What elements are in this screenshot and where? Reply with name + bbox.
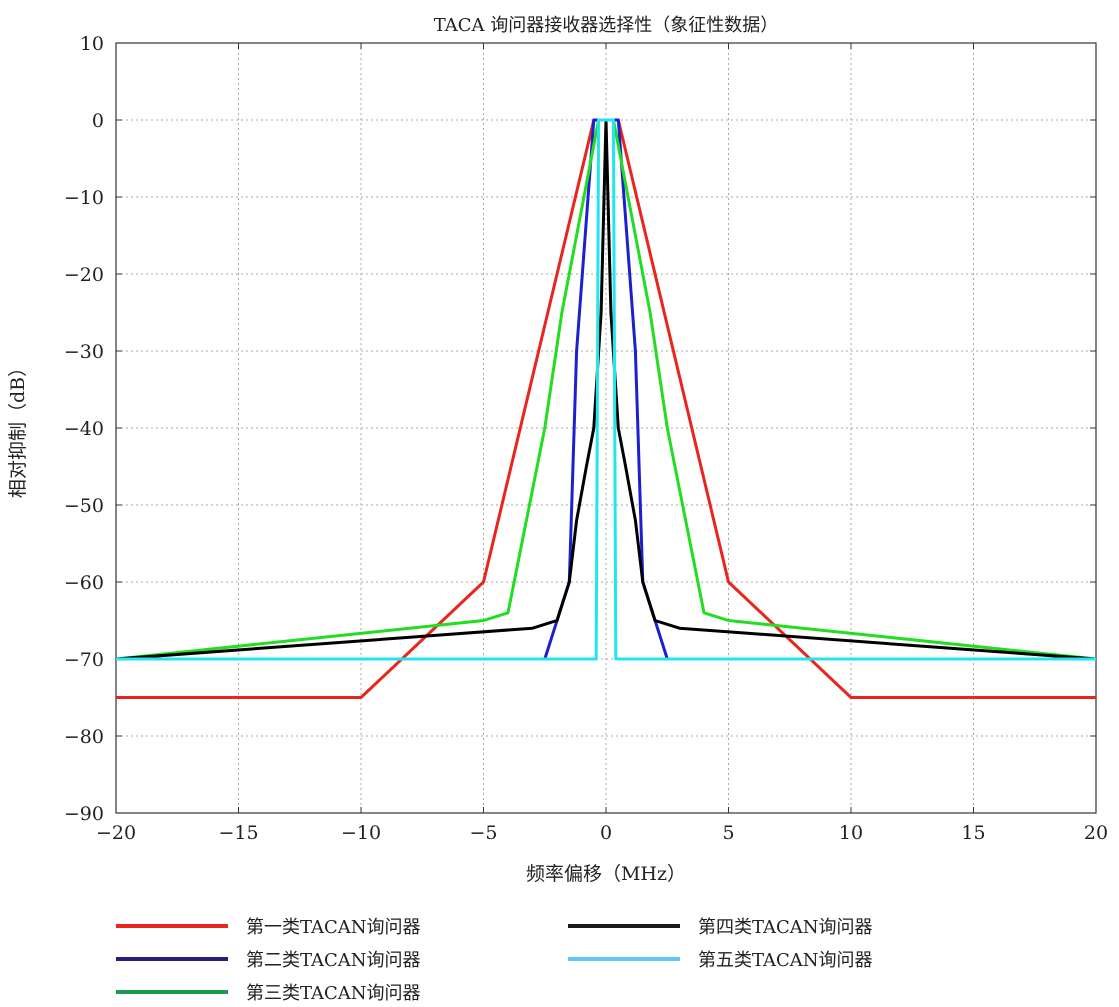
x-axis-ticks: −20 −15 −10 −5 0 5 10 15 20 <box>96 43 1108 844</box>
data-series <box>115 118 1097 699</box>
x-tick-label: −10 <box>341 822 381 844</box>
legend-label: 第二类TACAN询问器 <box>246 950 421 971</box>
y-tick-label: −30 <box>64 341 104 363</box>
y-axis-ticks: 10 0 −10 −20 −30 −40 −50 −60 −70 −80 −90 <box>64 33 1096 825</box>
x-tick-label: 5 <box>722 822 734 844</box>
x-tick-label: −20 <box>96 822 136 844</box>
x-tick-label: 0 <box>600 822 612 844</box>
legend-label: 第五类TACAN询问器 <box>698 950 873 971</box>
legend-item-series-2: 第二类TACAN询问器 <box>116 950 421 971</box>
x-axis-title: 频率偏移（MHz） <box>526 863 686 885</box>
legend-label: 第三类TACAN询问器 <box>246 983 421 1004</box>
x-tick-label: −15 <box>218 822 258 844</box>
legend-item-series-5: 第五类TACAN询问器 <box>568 950 873 971</box>
x-tick-label: 15 <box>961 822 985 844</box>
y-tick-label: 10 <box>80 33 104 55</box>
y-tick-label: −10 <box>64 187 104 209</box>
legend-item-series-3: 第三类TACAN询问器 <box>116 983 421 1004</box>
legend-item-series-1: 第一类TACAN询问器 <box>116 917 421 938</box>
x-tick-label: −5 <box>469 822 497 844</box>
y-tick-label: 0 <box>92 110 104 132</box>
legend-label: 第四类TACAN询问器 <box>698 917 873 938</box>
y-tick-label: −50 <box>64 495 104 517</box>
legend-label: 第一类TACAN询问器 <box>246 917 421 938</box>
y-tick-label: −90 <box>64 803 104 825</box>
x-tick-label: 20 <box>1084 822 1108 844</box>
y-tick-label: −40 <box>64 418 104 440</box>
y-axis-title: 相对抑制（dB） <box>7 358 29 498</box>
legend-item-series-4: 第四类TACAN询问器 <box>568 917 873 938</box>
series-line-5 <box>116 118 1096 661</box>
y-tick-label: −20 <box>64 264 104 286</box>
y-tick-label: −80 <box>64 726 104 748</box>
chart-title: TACA 询问器接收器选择性（象征性数据） <box>434 15 779 36</box>
y-tick-label: −60 <box>64 572 104 594</box>
y-tick-label: −70 <box>64 649 104 671</box>
x-tick-label: 10 <box>839 822 863 844</box>
